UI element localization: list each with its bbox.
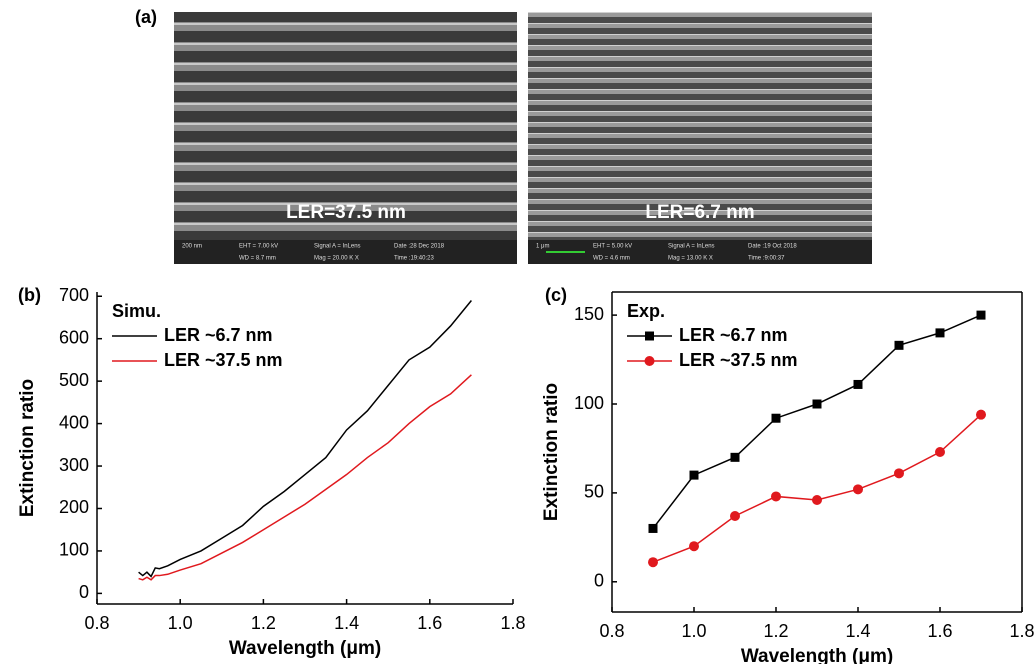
y-tick-label: 100 <box>59 540 89 560</box>
image-info: 200 nm <box>182 244 202 250</box>
x-tick-label: 1.4 <box>845 621 870 641</box>
x-tick-label: 1.2 <box>251 613 276 633</box>
marker <box>976 409 986 420</box>
x-tick-label: 1.0 <box>168 613 193 633</box>
marker <box>894 468 904 479</box>
marker <box>976 310 986 320</box>
image-info: EHT = 5.00 kV <box>593 244 632 250</box>
panel-label: (b) <box>18 285 41 305</box>
marker <box>812 495 822 505</box>
y-tick-label: 500 <box>59 370 89 390</box>
marker <box>689 541 699 552</box>
x-tick-label: 1.6 <box>927 621 952 641</box>
image-info: 1 μm <box>536 244 549 250</box>
y-tick-label: 700 <box>59 285 89 305</box>
legend-marker <box>645 331 654 341</box>
marker <box>853 379 863 389</box>
legend-marker <box>644 356 655 366</box>
image-info: Date :19 Oct 2018 <box>748 244 797 250</box>
x-tick-label: 0.8 <box>599 621 624 641</box>
marker <box>689 470 699 480</box>
y-tick-label: 50 <box>584 482 604 502</box>
x-tick-label: 1.8 <box>1009 621 1034 641</box>
y-axis-label: Extinction ratio <box>17 379 38 517</box>
marker <box>935 447 945 457</box>
image-caption: LER=6.7 nm <box>645 202 754 223</box>
image-info: Time :19:40:23 <box>394 256 434 262</box>
x-tick-label: 0.8 <box>84 613 109 633</box>
info-bar <box>174 240 517 264</box>
marker <box>853 484 863 495</box>
marker <box>648 523 658 533</box>
y-tick-label: 100 <box>574 393 604 413</box>
legend-label: LER ~6.7 nm <box>164 325 273 345</box>
image-info: Mag = 13.00 K X <box>668 256 713 262</box>
y-tick-label: 600 <box>59 327 89 347</box>
panel-label: (c) <box>545 285 567 305</box>
image-info: Date :28 Dec 2018 <box>394 244 445 250</box>
marker <box>771 491 781 502</box>
x-tick-label: 1.0 <box>681 621 706 641</box>
series-line <box>652 414 982 563</box>
sem-image <box>528 12 872 264</box>
legend-label: LER ~37.5 nm <box>164 350 283 370</box>
x-tick-label: 1.4 <box>334 613 359 633</box>
image-info: WD = 8.7 mm <box>239 256 276 262</box>
series-line <box>138 300 472 578</box>
sem-panel: (a) <box>135 7 872 264</box>
sem-image <box>174 12 517 264</box>
x-axis-label: Wavelength (μm) <box>741 646 893 664</box>
image-info: Time :9:00:37 <box>748 256 785 262</box>
legend-title: Exp. <box>627 301 665 321</box>
marker <box>935 328 945 338</box>
x-axis-label: Wavelength (μm) <box>229 638 381 659</box>
y-tick-label: 0 <box>79 582 89 602</box>
info-bar <box>528 240 872 264</box>
marker <box>812 399 822 409</box>
x-tick-label: 1.6 <box>417 613 442 633</box>
y-tick-label: 150 <box>574 304 604 324</box>
y-tick-label: 200 <box>59 497 89 517</box>
y-tick-label: 300 <box>59 455 89 475</box>
marker <box>894 340 904 350</box>
image-info: Mag = 20.00 K X <box>314 256 359 262</box>
y-tick-label: 0 <box>594 571 604 591</box>
panel-label: (a) <box>135 7 157 27</box>
x-tick-label: 1.8 <box>500 613 525 633</box>
legend-title: Simu. <box>112 301 161 321</box>
y-tick-label: 400 <box>59 412 89 432</box>
marker <box>730 511 740 521</box>
image-info: EHT = 7.00 kV <box>239 244 278 250</box>
marker <box>771 413 781 423</box>
legend-label: LER ~6.7 nm <box>679 325 788 345</box>
series-line <box>138 374 472 581</box>
y-axis-label: Extinction ratio <box>541 383 562 521</box>
image-info: WD = 4.6 mm <box>593 256 630 262</box>
x-tick-label: 1.2 <box>763 621 788 641</box>
legend-label: LER ~37.5 nm <box>679 350 798 370</box>
image-info: Signal A = InLens <box>314 244 361 250</box>
image-caption: LER=37.5 nm <box>286 202 406 223</box>
image-info: Signal A = InLens <box>668 244 715 250</box>
marker <box>730 452 740 462</box>
marker <box>648 557 658 568</box>
